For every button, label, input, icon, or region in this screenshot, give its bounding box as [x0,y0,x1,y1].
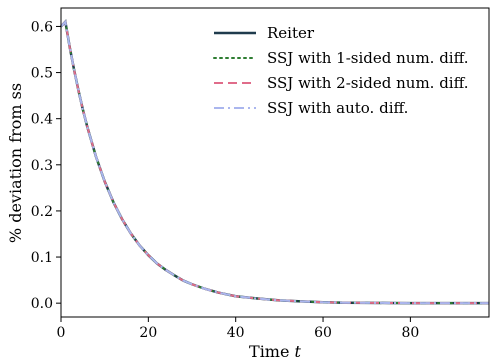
legend-label-2: SSJ with 1-sided num. diff. [267,49,469,67]
y-tick-label: 0.1 [31,250,53,266]
y-tick-label: 0.5 [31,66,53,82]
series-line-4 [60,19,489,305]
x-tick-label: 20 [139,325,157,341]
y-tick-label: 0.2 [31,204,53,220]
legend-label-4: SSJ with auto. diff. [267,99,408,117]
y-tick-label: 0.4 [31,112,53,128]
x-axis-label: Time t [249,342,302,361]
plot-frame [60,7,490,318]
x-tick-label: 80 [401,325,419,341]
y-axis-label: % deviation from ss [6,83,25,243]
tick-layer: 0 20 40 60 80 0.0 0.1 0.2 0.3 0.4 0.5 0.6 [31,19,420,341]
x-tick-label: 60 [314,325,332,341]
y-tick-label: 0.0 [31,296,53,312]
legend-label-1: Reiter [267,24,315,42]
legend-label-3: SSJ with 2-sided num. diff. [267,74,469,92]
series-layer [60,19,490,305]
legend: Reiter SSJ with 1-sided num. diff. SSJ wit… [213,24,469,117]
y-tick-label: 0.6 [31,19,53,35]
y-tick-label: 0.3 [31,158,53,174]
x-tick-label: 40 [227,325,245,341]
x-tick-label: 0 [57,325,66,341]
